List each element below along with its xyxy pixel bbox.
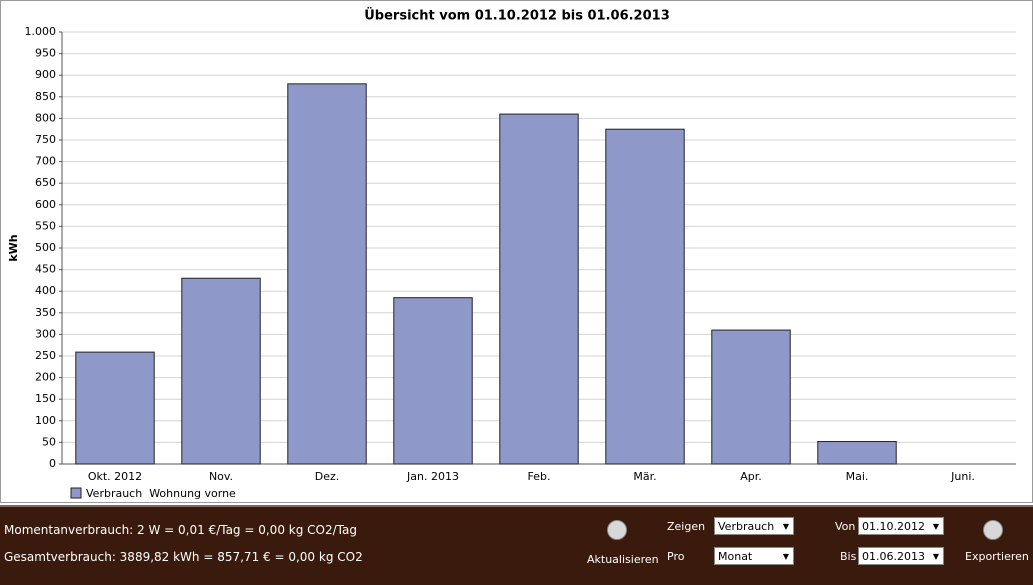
x-tick-label: Nov. [209, 470, 233, 483]
show-select[interactable]: Verbrauch [714, 517, 794, 536]
y-tick-label: 250 [35, 349, 56, 362]
bar [181, 277, 261, 465]
to-date[interactable]: 01.06.2013 [858, 547, 944, 566]
y-tick-label: 0 [49, 457, 56, 470]
from-label: Von [835, 520, 856, 533]
y-tick-label: 300 [35, 327, 56, 340]
x-tick-label: Mai. [846, 470, 869, 483]
per-select[interactable]: Monat [714, 547, 794, 566]
x-tick-label: Dez. [315, 470, 340, 483]
status-bar: Momentanverbrauch: 2 W = 0,01 €/Tag = 0,… [0, 505, 1033, 585]
total-usage: Gesamtverbrauch: 3889,82 kWh = 857,71 € … [4, 550, 363, 564]
y-tick-label: 800 [35, 111, 56, 124]
y-axis-label: kWh [7, 234, 20, 261]
bar [817, 441, 897, 465]
y-tick-label: 1.000 [25, 25, 57, 38]
y-tick-label: 750 [35, 133, 56, 146]
bar [711, 329, 791, 465]
bar [287, 83, 367, 465]
bar [605, 128, 685, 465]
y-tick-label: 150 [35, 392, 56, 405]
y-tick-label: 500 [35, 241, 56, 254]
per-label: Pro [667, 550, 685, 563]
y-tick-label: 350 [35, 306, 56, 319]
to-label: Bis [840, 550, 857, 563]
current-usage: Momentanverbrauch: 2 W = 0,01 €/Tag = 0,… [4, 523, 357, 537]
x-tick-label: Mär. [633, 470, 656, 483]
export-icon[interactable] [983, 520, 1003, 540]
y-tick-label: 900 [35, 68, 56, 81]
y-tick-label: 550 [35, 219, 56, 232]
y-tick-label: 650 [35, 176, 56, 189]
refresh-button[interactable]: Aktualisieren [587, 553, 659, 566]
bar [393, 297, 473, 465]
y-tick-label: 400 [35, 284, 56, 297]
from-date[interactable]: 01.10.2012 [858, 517, 944, 536]
x-tick-label: Jan. 2013 [406, 470, 459, 483]
x-tick-label: Okt. 2012 [88, 470, 142, 483]
export-button[interactable]: Exportieren [965, 550, 1029, 563]
chart-title: Übersicht vom 01.10.2012 bis 01.06.2013 [364, 8, 670, 24]
y-tick-label: 50 [42, 435, 56, 448]
chart: Übersicht vom 01.10.2012 bis 01.06.2013 … [0, 0, 1033, 503]
bar [499, 113, 579, 465]
legend-swatch [70, 487, 82, 499]
y-tick-label: 200 [35, 371, 56, 384]
y-tick-label: 100 [35, 414, 56, 427]
x-tick-label: Apr. [740, 470, 762, 483]
y-tick-label: 450 [35, 263, 56, 276]
refresh-icon[interactable] [607, 520, 627, 540]
y-tick-label: 850 [35, 90, 56, 103]
x-tick-label: Feb. [528, 470, 551, 483]
y-tick-label: 700 [35, 155, 56, 168]
legend-label: Verbrauch Wohnung vorne [86, 487, 236, 500]
y-tick-label: 950 [35, 47, 56, 60]
show-label: Zeigen [667, 520, 706, 533]
x-tick-label: Juni. [950, 470, 975, 483]
bar [75, 351, 155, 465]
y-tick-label: 600 [35, 198, 56, 211]
